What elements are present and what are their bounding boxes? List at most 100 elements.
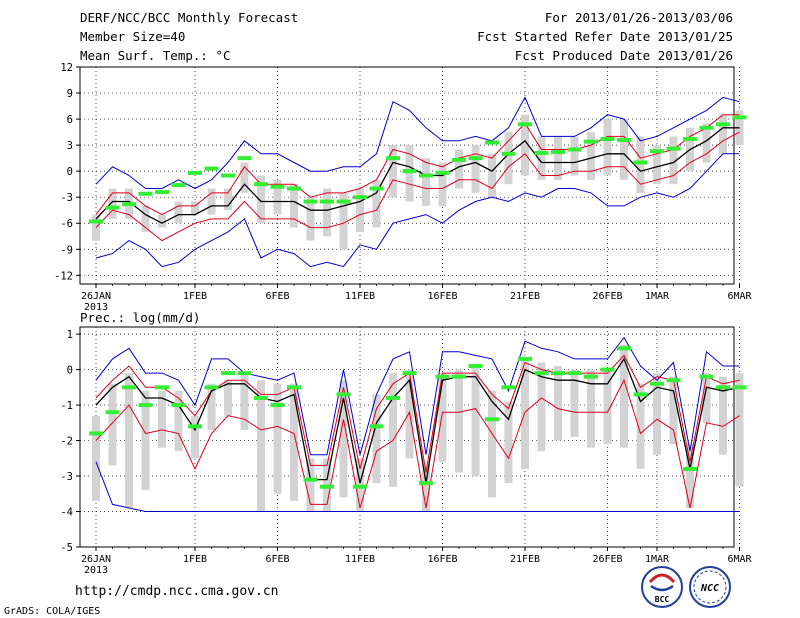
prec-spread-box — [191, 415, 199, 459]
prec-spread-box — [686, 444, 694, 508]
temp-spread-box — [191, 201, 199, 215]
temp-observed-marker — [452, 157, 466, 162]
prec-spread-box — [174, 390, 183, 452]
prec-ytick-label: 1 — [67, 329, 73, 341]
prec-xtick-label: 11FEB — [345, 554, 375, 565]
temp-observed-marker — [633, 160, 648, 165]
prec-spread-box — [158, 390, 166, 448]
temp-observed-marker — [732, 115, 747, 120]
prec-observed-marker — [633, 392, 648, 397]
temp-ytick-label: 0 — [67, 166, 73, 178]
prec-observed-marker — [369, 424, 384, 429]
temp-spread-box — [290, 184, 298, 228]
temp-spread-box — [620, 119, 628, 180]
header-title: DERF/NCC/BCC Monthly Forecast — [80, 10, 298, 25]
prec-xtick-label: 6FEB — [265, 554, 289, 565]
temp-spread-box — [356, 188, 364, 232]
precip-panel-title: Prec.: log(mm/d) — [80, 310, 200, 325]
prec-spread-box — [669, 376, 678, 445]
temp-xtick-label: 1FEB — [183, 291, 207, 302]
header-period: For 2013/01/26-2013/03/06 — [545, 10, 733, 25]
temp-spread-box — [636, 136, 645, 193]
temp-spread-box — [603, 119, 612, 176]
temp-observed-marker — [501, 151, 516, 156]
prec-ytick-label: -5 — [60, 542, 73, 554]
temp-spread-box — [422, 158, 430, 206]
temp-observed-marker — [303, 199, 318, 204]
temp-spread-box — [108, 188, 117, 219]
temp-spread-box — [504, 132, 513, 185]
temp-observed-marker — [419, 173, 433, 178]
temp-spread-box — [389, 145, 397, 198]
temp-ytick-label: 9 — [67, 88, 73, 100]
temp-observed-marker — [683, 137, 697, 142]
temp-spread-box — [240, 162, 249, 193]
temp-spread-box — [257, 175, 265, 224]
temp-xtick-label: 1MAR — [645, 291, 670, 302]
prec-xtick-label: 26FEB — [592, 554, 622, 565]
prec-observed-marker — [683, 466, 697, 471]
prec-spread-box — [438, 373, 447, 462]
temp-observed-marker — [254, 182, 268, 187]
prec-observed-marker — [254, 395, 268, 400]
prec-spread-box — [471, 366, 480, 477]
prec-observed-marker — [419, 481, 433, 486]
prec-observed-marker — [353, 484, 367, 489]
prec-ytick-label: -2 — [60, 436, 73, 448]
prec-spread-box — [620, 344, 628, 448]
temp-observed-marker — [567, 147, 582, 152]
prec-spread-box — [603, 369, 612, 445]
temp-series-upper — [95, 114, 740, 216]
bcc-logo-label: BCC — [655, 595, 670, 604]
temp-ytick-label: -3 — [60, 192, 73, 204]
prec-observed-marker — [122, 385, 136, 390]
prec-observed-marker — [386, 395, 400, 400]
prec-observed-marker — [221, 371, 235, 376]
temp-spread-box — [653, 145, 661, 185]
temp-observed-marker — [336, 199, 351, 204]
temp-spread-box — [438, 162, 447, 206]
temp-spread-box — [570, 136, 579, 176]
prec-xtick-label: 16FEB — [427, 554, 457, 565]
prec-spread-box — [108, 383, 117, 466]
temp-xtick-label: 11FEB — [345, 291, 375, 302]
prec-observed-marker — [584, 374, 598, 379]
temp-spread-box — [521, 114, 529, 176]
prec-spread-box — [306, 458, 315, 512]
prec-observed-marker — [452, 374, 466, 379]
temp-spread-box — [224, 188, 232, 211]
prec-spread-box — [273, 383, 282, 494]
temp-ytick-label: -6 — [60, 218, 73, 230]
temp-observed-marker — [402, 169, 417, 174]
ncc-logo: NCC — [689, 566, 731, 608]
temp-series-mean — [95, 127, 740, 224]
prec-observed-marker — [600, 367, 615, 372]
header-start-date: Fcst Started Refer Date 2013/01/25 — [477, 29, 733, 44]
prec-spread-box — [125, 373, 133, 508]
prec-observed-marker — [435, 374, 450, 379]
prec-spread-box — [653, 373, 661, 455]
prec-observed-marker — [534, 371, 549, 376]
temp-spread-box — [306, 197, 315, 241]
prec-ytick-label: -4 — [60, 507, 73, 519]
footer-credit: GrADS: COLA/IGES — [4, 606, 100, 617]
prec-ytick-label: 0 — [67, 365, 73, 377]
prec-series-max — [95, 336, 740, 456]
temp-ytick-label: -9 — [60, 244, 73, 256]
prec-spread-box — [521, 358, 529, 469]
temp-observed-marker — [534, 150, 549, 155]
prec-observed-marker — [336, 392, 351, 397]
temp-spread-box — [669, 136, 678, 185]
temp-observed-marker — [518, 122, 532, 127]
temp-spread-box — [323, 188, 331, 237]
header-produced-date: Fcst Produced Date 2013/01/26 — [515, 48, 733, 63]
prec-observed-marker — [666, 378, 681, 383]
prec-spread-box — [537, 362, 546, 452]
temp-spread-box — [372, 179, 381, 228]
prec-observed-marker — [105, 410, 120, 415]
prec-spread-box — [455, 369, 463, 473]
prec-observed-marker — [171, 403, 186, 408]
temp-ytick-label: 6 — [67, 114, 73, 126]
temp-xtick-label: 16FEB — [427, 291, 457, 302]
temp-observed-marker — [716, 122, 730, 127]
